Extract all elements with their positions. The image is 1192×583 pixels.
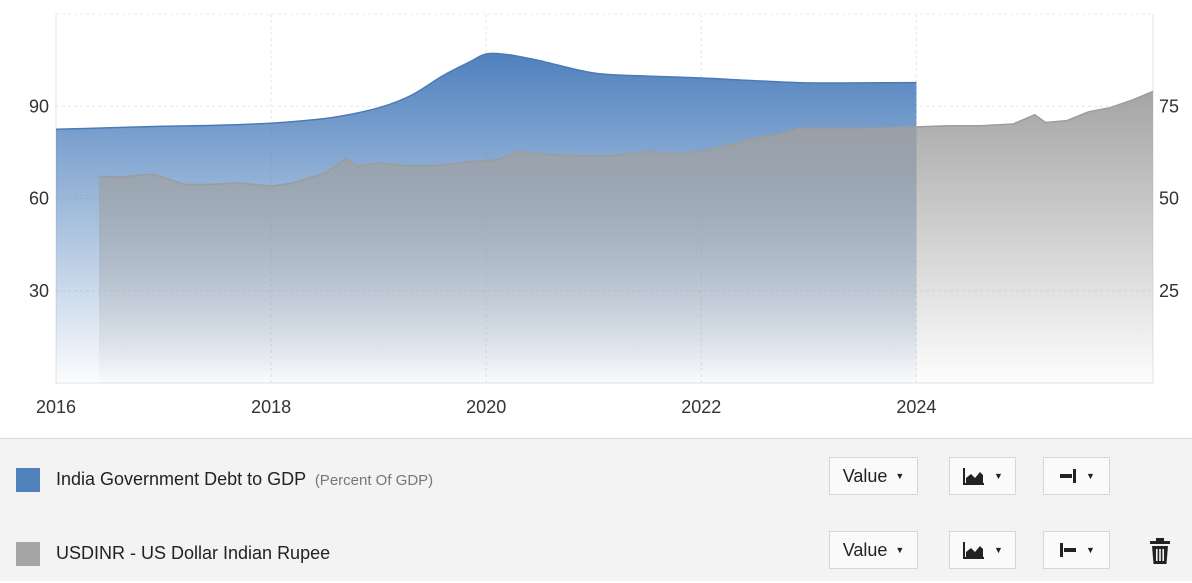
chevron-down-icon: ▼ <box>994 545 1003 555</box>
view-select-label: Value <box>842 539 888 560</box>
series-color-swatch <box>16 542 40 566</box>
chevron-down-icon: ▼ <box>895 545 905 555</box>
x-tick-label: 2018 <box>251 397 291 417</box>
x-tick-label: 2022 <box>681 397 721 417</box>
y-right-tick-label: 75 <box>1159 96 1179 116</box>
x-tick-label: 2024 <box>896 397 936 417</box>
view-select-label: Value <box>842 465 888 486</box>
view-select-button[interactable]: Value ▼ <box>829 457 918 495</box>
series-color-swatch <box>16 468 40 492</box>
series-name-debt: India Government Debt to GDP (Percent Of… <box>56 469 433 490</box>
series-unit: (Percent Of GDP) <box>314 472 434 489</box>
axis-right-icon <box>1060 469 1077 483</box>
series-line-usdinr <box>98 90 1154 188</box>
y-left-tick-label: 60 <box>29 189 49 209</box>
area-chart-icon <box>963 468 985 485</box>
trash-icon <box>1150 538 1170 564</box>
legend-row-usdinr: USDINR - US Dollar Indian Rupee Value ▼ ▼… <box>0 523 1192 583</box>
series-label: USDINR - US Dollar Indian Rupee <box>56 543 331 563</box>
legend-row-debt: India Government Debt to GDP (Percent Of… <box>0 449 1192 509</box>
chevron-down-icon: ▼ <box>895 471 905 481</box>
axis-left-icon <box>1060 543 1077 557</box>
chart-area: 2016 2018 2020 2022 2024 30 60 90 25 50 75 <box>29 13 1179 417</box>
y-right-tick-label: 25 <box>1159 281 1179 301</box>
series-name-usdinr: USDINR - US Dollar Indian Rupee <box>56 543 330 564</box>
y-left-tick-label: 30 <box>29 281 49 301</box>
y-left-tick-label: 90 <box>29 96 49 116</box>
tick-labels: 2016 2018 2020 2022 2024 30 60 90 25 50 75 <box>29 96 1179 417</box>
chevron-down-icon: ▼ <box>1086 545 1095 555</box>
chart-type-button[interactable]: ▼ <box>949 457 1016 495</box>
view-select-button[interactable]: Value ▼ <box>829 531 918 569</box>
chevron-down-icon: ▼ <box>1086 471 1095 481</box>
series-layer <box>55 52 1154 384</box>
delete-series-button[interactable] <box>1148 537 1172 567</box>
x-tick-label: 2016 <box>36 397 76 417</box>
y-right-tick-label: 50 <box>1159 189 1179 209</box>
series-area-usdinr <box>99 91 1153 383</box>
chart-type-button[interactable]: ▼ <box>949 531 1016 569</box>
chevron-down-icon: ▼ <box>994 471 1003 481</box>
area-chart-icon <box>963 542 985 559</box>
axis-side-button[interactable]: ▼ <box>1043 531 1110 569</box>
legend-panel: India Government Debt to GDP (Percent Of… <box>0 438 1192 581</box>
x-tick-label: 2020 <box>466 397 506 417</box>
chart-svg: 2016 2018 2020 2022 2024 30 60 90 25 50 75 <box>29 13 1179 417</box>
series-label: India Government Debt to GDP <box>56 469 306 489</box>
series-line-debt <box>55 52 917 131</box>
axis-side-button[interactable]: ▼ <box>1043 457 1110 495</box>
